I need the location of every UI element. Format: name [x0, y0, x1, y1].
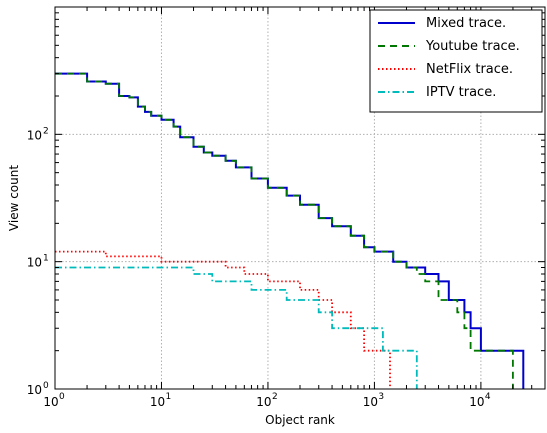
legend-label: IPTV trace.: [426, 85, 496, 100]
series-line-youtube-trace: [55, 72, 514, 389]
legend-label: Mixed trace.: [426, 16, 506, 31]
legend-box: [369, 9, 543, 113]
y-tick-label-exponent: 2: [43, 126, 49, 136]
x-tick-label: 10: [150, 395, 165, 409]
y-tick-label: 10: [27, 256, 42, 270]
x-tick-label-exponent: 3: [378, 392, 384, 402]
series-layer: [55, 72, 525, 389]
x-axis-label: Object rank: [265, 413, 335, 427]
x-tick-label-exponent: 2: [272, 392, 278, 402]
legend-label: Youtube trace.: [425, 39, 520, 54]
series-line-mixed-trace: [55, 72, 525, 389]
y-tick-label-exponent: 1: [43, 254, 49, 264]
x-tick-label-exponent: 1: [165, 392, 171, 402]
series-line-netflix-trace: [55, 250, 391, 389]
x-tick-label: 10: [43, 395, 58, 409]
y-tick-label: 10: [27, 128, 42, 142]
x-tick-label: 10: [363, 395, 378, 409]
y-tick-label-exponent: 0: [43, 381, 49, 391]
x-tick-label-exponent: 0: [59, 392, 65, 402]
legend-label: NetFlix trace.: [426, 62, 513, 77]
legend: Mixed trace. Youtube trace. NetFlix trace.…: [369, 9, 543, 113]
y-axis-label: View count: [7, 165, 21, 231]
x-tick-label-exponent: 4: [485, 392, 491, 402]
series-line-iptv-trace: [55, 266, 418, 389]
y-tick-label: 10: [27, 383, 42, 397]
x-tick-label: 10: [469, 395, 484, 409]
x-tick-label: 10: [256, 395, 271, 409]
